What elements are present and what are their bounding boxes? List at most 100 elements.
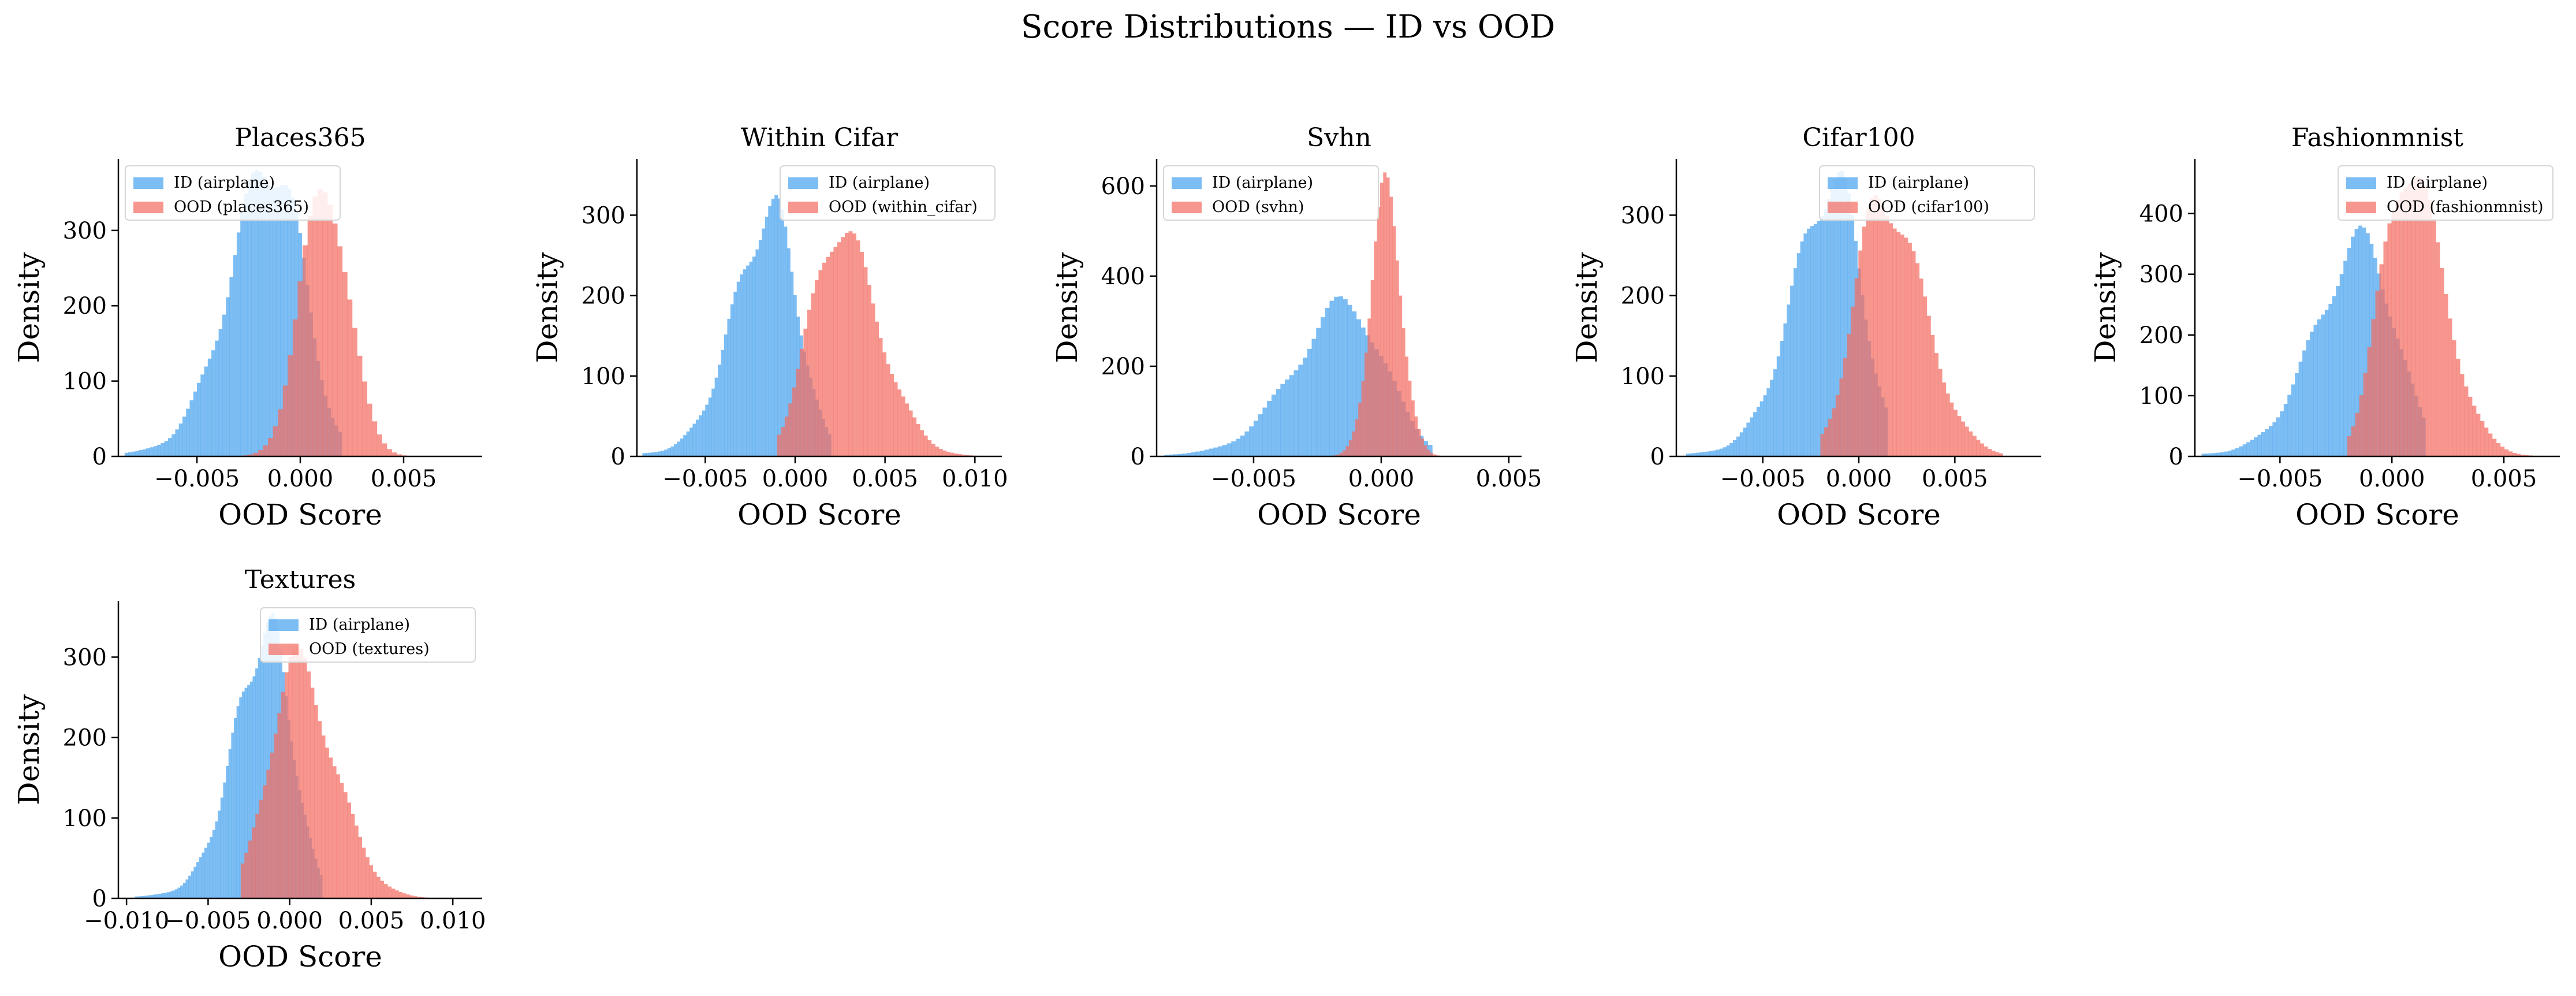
histogram-bar (730, 304, 734, 456)
histogram-bar (150, 447, 154, 456)
histogram-bar (263, 633, 267, 898)
histogram-bar (314, 705, 318, 898)
histogram-bar (2310, 332, 2314, 456)
histogram-bar (1262, 407, 1268, 456)
histogram-bar (1417, 429, 1421, 456)
histogram-bar (1862, 226, 1866, 456)
histogram-bar (1329, 300, 1334, 456)
histogram-bar (182, 417, 187, 456)
histogram-bar (2440, 267, 2444, 456)
histogram-bar (1979, 443, 1984, 456)
histogram-bar (1334, 296, 1339, 456)
histogram-bar (841, 237, 845, 456)
panel-title: Textures (245, 565, 356, 594)
histogram-bar (2424, 186, 2428, 456)
histogram-bar (372, 871, 377, 898)
histogram-bar (901, 396, 905, 456)
histogram-bar (1877, 198, 1882, 456)
histogram-bar (882, 352, 887, 456)
histogram-bar (199, 857, 202, 898)
histogram-bar (2265, 429, 2269, 456)
histogram-bar (166, 892, 170, 898)
legend-frame (1819, 165, 2035, 221)
histogram-bar (2306, 340, 2310, 456)
histogram-bar (897, 389, 902, 456)
y-tick-label: 400 (1101, 263, 1145, 290)
legend-frame (125, 165, 341, 221)
histogram-bar (1348, 440, 1352, 456)
histogram-bar (733, 291, 737, 456)
histogram-bar (263, 785, 267, 898)
histogram-bar (1253, 421, 1259, 456)
histogram-bar (332, 766, 337, 898)
histogram-bar (280, 185, 284, 456)
y-tick-label: 0 (2169, 444, 2183, 470)
histogram-bar (266, 182, 270, 456)
legend-entry: ID (airplane) (2387, 174, 2488, 192)
histogram-bar (211, 350, 215, 456)
histogram-bar (661, 450, 665, 456)
histogram-bar (2476, 414, 2481, 456)
histogram-bar (1293, 370, 1299, 456)
legend-swatch (269, 619, 299, 631)
histogram-bar (215, 821, 218, 898)
histogram-bar (292, 647, 296, 898)
histogram-bar (677, 441, 681, 456)
histogram-bar (204, 366, 208, 456)
histogram-bar (380, 880, 385, 898)
x-tick-label: 0.005 (2471, 466, 2537, 492)
histogram-bar (2280, 411, 2284, 456)
histogram-bar (366, 857, 370, 898)
histogram-bar (382, 443, 387, 456)
histogram-bar (2268, 426, 2273, 456)
x-tick-label: 0.000 (1826, 466, 1892, 492)
x-tick-label: −0.005 (154, 466, 240, 492)
histogram-bar (1430, 452, 1434, 456)
y-tick-label: 100 (63, 369, 107, 395)
legend: ID (airplane) OOD (within_cifar) (780, 165, 996, 221)
histogram-bar (282, 385, 288, 456)
histogram-bar (241, 691, 245, 898)
histogram-bar (1339, 452, 1343, 456)
histogram-bar (1945, 393, 1950, 456)
histogram-bar (765, 217, 769, 456)
histogram-bar (1421, 438, 1424, 456)
histogram-bar (207, 842, 210, 898)
x-axis-label: OOD Score (737, 498, 901, 532)
histogram-bar (135, 896, 138, 898)
histogram-bar (792, 387, 796, 456)
histogram-bar (153, 894, 156, 898)
histogram-bar (1858, 250, 1863, 456)
histogram-bar (299, 648, 304, 898)
histogram-bar (799, 348, 804, 456)
histogram-bar (1399, 295, 1403, 456)
histogram-bar (164, 893, 167, 898)
histogram-bar (1870, 198, 1874, 456)
histogram-bar (1374, 241, 1377, 456)
histogram-bar (1888, 223, 1893, 456)
histogram-bar (790, 272, 794, 456)
histogram-bar (1813, 224, 1818, 456)
panel-title: Places365 (234, 123, 366, 153)
histogram-bar (2399, 192, 2404, 456)
histogram-bar (409, 895, 414, 898)
histogram-bar (270, 752, 274, 898)
histogram-bar (2436, 242, 2440, 456)
histogram-bar (2407, 183, 2412, 456)
histogram-bar (673, 444, 677, 456)
histogram-bar (244, 193, 248, 456)
histogram-bar (249, 681, 253, 898)
histogram-bar (1759, 401, 1764, 456)
histogram-bar (1244, 431, 1250, 456)
legend-frame (1163, 165, 1379, 221)
histogram-bar (292, 319, 298, 456)
histogram-bar (664, 449, 668, 456)
histogram-bar (143, 449, 147, 456)
legend-swatch (1172, 202, 1202, 213)
histogram-bar (172, 890, 176, 898)
histogram-bar (826, 257, 830, 456)
histogram-bar (807, 310, 811, 456)
histogram-bar (287, 188, 292, 456)
histogram-bar (762, 228, 766, 456)
